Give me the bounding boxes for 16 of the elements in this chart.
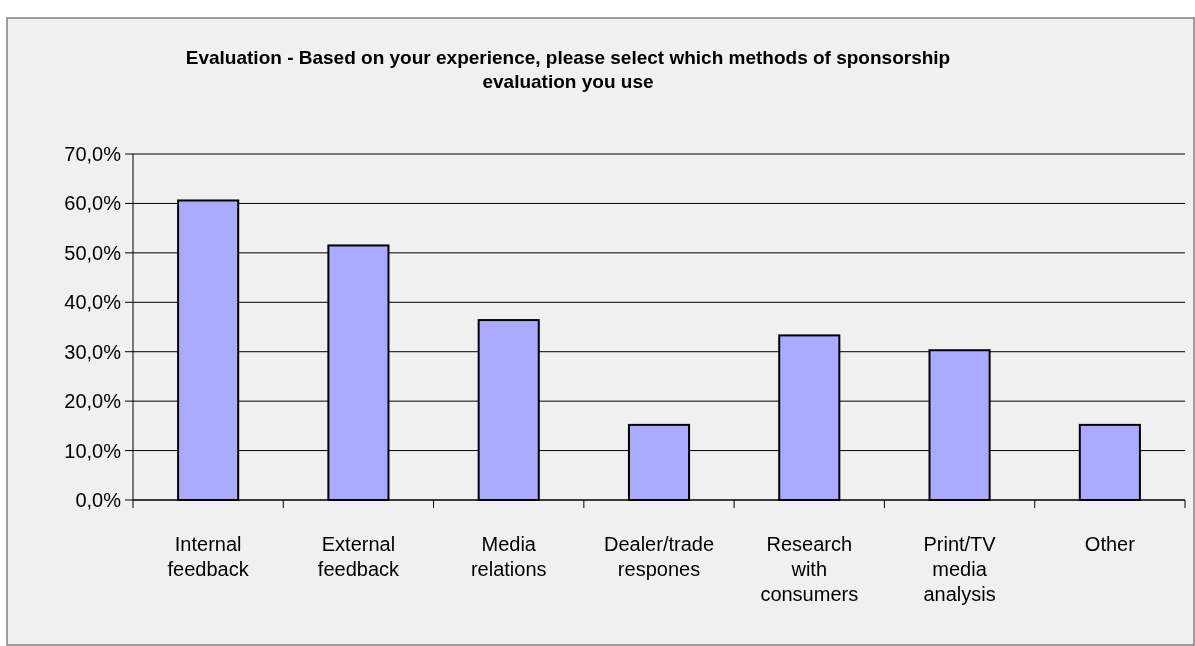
x-tick-label: Research with consumers [760,533,859,605]
x-tick-label: Print/TV media analysis [923,533,997,605]
x-tick-label: Other [1084,533,1136,555]
y-tick-label: 50,0% [64,241,122,264]
y-tick-label: 10,0% [64,439,122,462]
y-tick-label: 20,0% [64,390,122,413]
y-tick-label: 0,0% [75,489,122,511]
y-tick-label: 30,0% [64,340,122,363]
chart-title: Evaluation - Based on your experience, please select which methods of sponsorship evaluation you use [185,47,951,92]
y-tick-label: 40,0% [64,291,122,314]
y-tick-label: 70,0% [64,143,122,165]
y-tick-label: 60,0% [64,192,122,215]
x-tick-label: External feedback [317,533,401,580]
x-tick-label: Media relations [470,533,547,580]
x-tick-label: Internal feedback [167,533,250,580]
x-tick-label: Dealer/trade respones [603,533,715,580]
